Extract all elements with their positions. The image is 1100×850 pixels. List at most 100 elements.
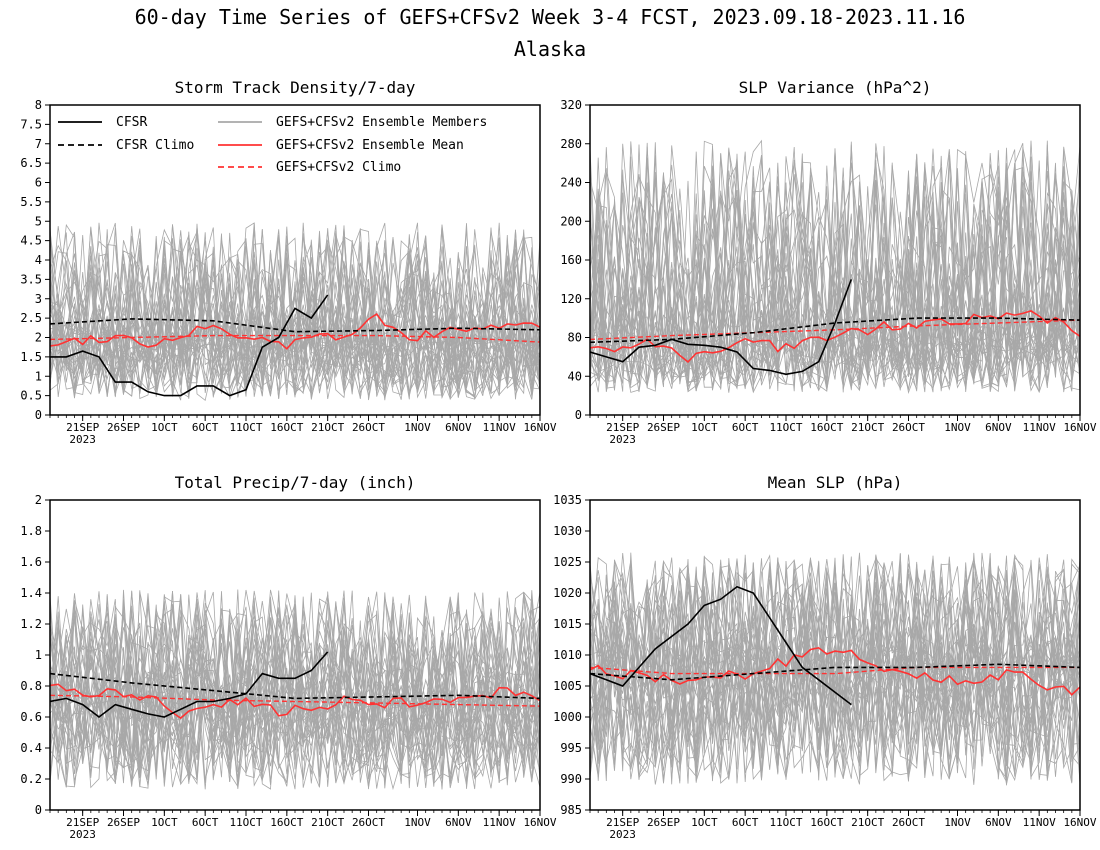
ensemble-member-line (50, 226, 540, 398)
x-tick-label: 16OCT (270, 816, 303, 829)
panel-title: Mean SLP (hPa) (768, 473, 903, 492)
x-tick-label: 1OCT (151, 421, 178, 434)
x-tick-label: 16OCT (270, 421, 303, 434)
figure-subtitle: Alaska (514, 37, 586, 61)
ensemble-member-line (50, 589, 540, 788)
ensemble-member-line (50, 229, 540, 402)
x-tick-label: 11NOV (1023, 816, 1056, 829)
x-tick-label: 11OCT (769, 421, 802, 434)
x-tick-label: 11NOV (483, 421, 516, 434)
x-tick-label: 21OCT (851, 816, 884, 829)
x-tick-label: 6NOV (445, 816, 472, 829)
ensemble-member-line (590, 560, 1080, 781)
y-tick-label: 280 (560, 137, 582, 151)
ensemble-member-line (50, 592, 540, 786)
series-line-gefs-cfsv2-climo (590, 319, 1080, 341)
ensemble-member-line (590, 146, 1080, 392)
ensemble-member-line (590, 162, 1080, 393)
ensemble-member-line (50, 604, 540, 787)
ensemble-member-line (50, 594, 540, 789)
ensemble-member-line (590, 182, 1080, 388)
x-tick-label: 11NOV (1023, 421, 1056, 434)
x-tick-label: 16NOV (523, 421, 556, 434)
x-tick-label: 21SEP (66, 421, 99, 434)
ensemble-member-line (590, 554, 1080, 780)
y-tick-label: 3.5 (20, 272, 42, 286)
x-tick-label: 11OCT (229, 816, 262, 829)
y-tick-label: 5.5 (20, 195, 42, 209)
y-tick-label: 1000 (553, 710, 582, 724)
x-tick-label: 1OCT (691, 816, 718, 829)
ensemble-member-line (50, 590, 540, 789)
ensemble-member-line (590, 554, 1080, 774)
ensemble-member-line (50, 222, 540, 401)
plot-area (50, 589, 540, 791)
x-tick-label: 26SEP (647, 421, 680, 434)
ensemble-member-line (590, 554, 1080, 782)
y-tick-label: 8 (35, 98, 42, 112)
ensemble-member-line (50, 589, 540, 790)
series-line-cfsr-climo (590, 663, 1080, 681)
series-line-cfsr (50, 294, 329, 397)
y-tick-label: 80 (568, 331, 582, 345)
y-tick-label: 1005 (553, 679, 582, 693)
ensemble-member-line (50, 590, 540, 790)
legend-label: GEFS+CFSv2 Climo (276, 160, 401, 175)
x-tick-label: 6OCT (192, 421, 219, 434)
x-tick-label: 26SEP (107, 421, 140, 434)
ensemble-member-line (50, 243, 540, 401)
x-tick-label: 1OCT (151, 816, 178, 829)
x-tick-label: 6NOV (985, 816, 1012, 829)
ensemble-member-line (590, 553, 1080, 780)
series-line-gefs-cfsv2-ensemble-mean (50, 313, 540, 350)
ensemble-member-line (590, 150, 1080, 391)
x-tick-label: 26OCT (892, 816, 925, 829)
series-line-gefs-cfsv2-climo (590, 666, 1080, 675)
y-tick-label: 1010 (553, 648, 582, 662)
panel-1: Storm Track Density/7-day 0 0.5 1 1.5 2 2.5 3 3.… (20, 78, 557, 446)
y-tick-label: 6.5 (20, 156, 42, 170)
x-tick-label: 21SEP (606, 421, 639, 434)
y-tick-label: 240 (560, 176, 582, 190)
ensemble-member-line (590, 557, 1080, 784)
ensemble-member-line (590, 556, 1080, 785)
ensemble-member-line (590, 160, 1080, 392)
y-tick-label: 1015 (553, 617, 582, 631)
y-tick-label: 1 (35, 648, 42, 662)
y-tick-label: 160 (560, 253, 582, 267)
series-line-gefs-cfsv2-ensemble-mean (50, 683, 540, 720)
ensemble-member-line (590, 174, 1080, 392)
y-tick-label: 1.4 (20, 586, 42, 600)
ensemble-member-line (50, 229, 540, 400)
y-tick-label: 985 (560, 803, 582, 817)
panel-title: SLP Variance (hPa^2) (739, 78, 932, 97)
panel-3: Total Precip/7-day (inch)00.20.40.60.811… (20, 473, 557, 841)
y-tick-label: 1.6 (20, 555, 42, 569)
x-tick-label: 16OCT (810, 421, 843, 434)
ensemble-member-line (590, 172, 1080, 392)
ensemble-member-line (50, 222, 540, 400)
y-tick-label: 6 (35, 176, 42, 190)
ensemble-member-line (590, 552, 1080, 785)
x-tick-label: 26SEP (647, 816, 680, 829)
x-tick-label: 21OCT (851, 421, 884, 434)
y-tick-label: 0 (35, 803, 42, 817)
x-tick-label: 11NOV (483, 816, 516, 829)
figure-title: 60-day Time Series of GEFS+CFSv2 Week 3-… (135, 5, 966, 29)
x-year-label: 2023 (69, 433, 96, 446)
y-tick-label: 3 (35, 292, 42, 306)
ensemble-member-line (50, 591, 540, 781)
x-tick-label: 21SEP (606, 816, 639, 829)
y-tick-label: 40 (568, 369, 582, 383)
ensemble-member-line (50, 598, 540, 788)
ensemble-member-line (590, 552, 1080, 784)
x-tick-label: 6OCT (732, 421, 759, 434)
ensemble-member-line (50, 230, 540, 397)
ensemble-member-line (590, 164, 1080, 393)
x-tick-label: 26OCT (352, 421, 385, 434)
ensemble-member-line (590, 553, 1080, 780)
series-line-cfsr-climo (50, 318, 540, 333)
legend: CFSR CFSR Climo GEFS+CFSv2 Ensemble Member… (58, 115, 487, 175)
plot-area (50, 222, 540, 402)
ensemble-member-line (590, 148, 1080, 394)
